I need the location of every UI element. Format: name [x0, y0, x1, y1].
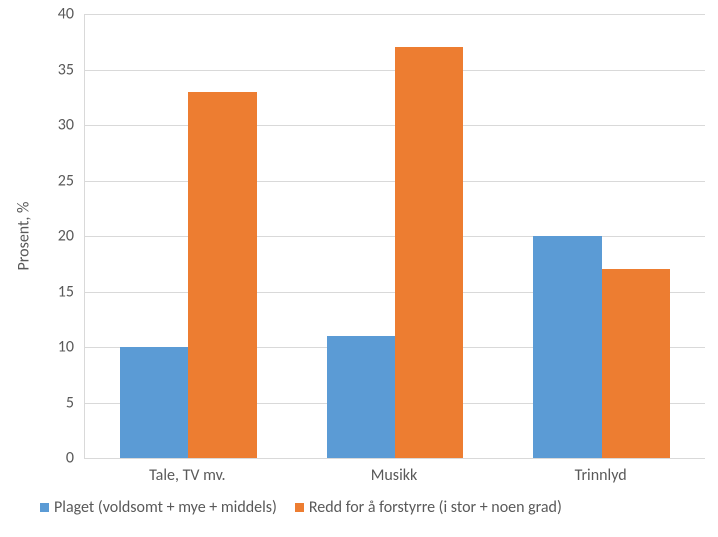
y-tick-label: 15	[0, 282, 74, 301]
legend: Plaget (voldsomt + mye + middels) Redd fo…	[40, 498, 562, 517]
x-tick-label: Trinnlyd	[575, 466, 627, 485]
bar	[395, 47, 463, 458]
y-tick-label: 20	[0, 227, 74, 246]
bar	[327, 336, 395, 458]
bar	[188, 92, 256, 458]
y-tick-label: 30	[0, 116, 74, 135]
x-tick-label: Tale, TV mv.	[149, 466, 225, 485]
legend-item: Redd for å forstyrre (i stor + noen grad…	[295, 498, 562, 517]
bar	[602, 269, 670, 458]
y-tick-label: 0	[0, 449, 74, 468]
y-tick-label: 10	[0, 338, 74, 357]
y-tick-label: 40	[0, 5, 74, 24]
gridline	[85, 14, 705, 15]
x-tick-label: Musikk	[371, 466, 418, 485]
plot-area	[84, 14, 705, 459]
y-axis-title: Prosent, %	[15, 202, 34, 271]
legend-swatch	[40, 503, 49, 512]
bar	[120, 347, 188, 458]
legend-label: Redd for å forstyrre (i stor + noen grad…	[309, 498, 562, 517]
legend-swatch	[295, 503, 304, 512]
legend-label: Plaget (voldsomt + mye + middels)	[54, 498, 277, 517]
y-tick-label: 5	[0, 393, 74, 412]
y-tick-label: 35	[0, 60, 74, 79]
legend-item: Plaget (voldsomt + mye + middels)	[40, 498, 277, 517]
y-tick-label: 25	[0, 171, 74, 190]
chart-container: 0 5 10 15 20 25 30 35 40 Tale, TV mv. Musikk Trinn…	[0, 0, 718, 537]
bar	[533, 236, 601, 458]
